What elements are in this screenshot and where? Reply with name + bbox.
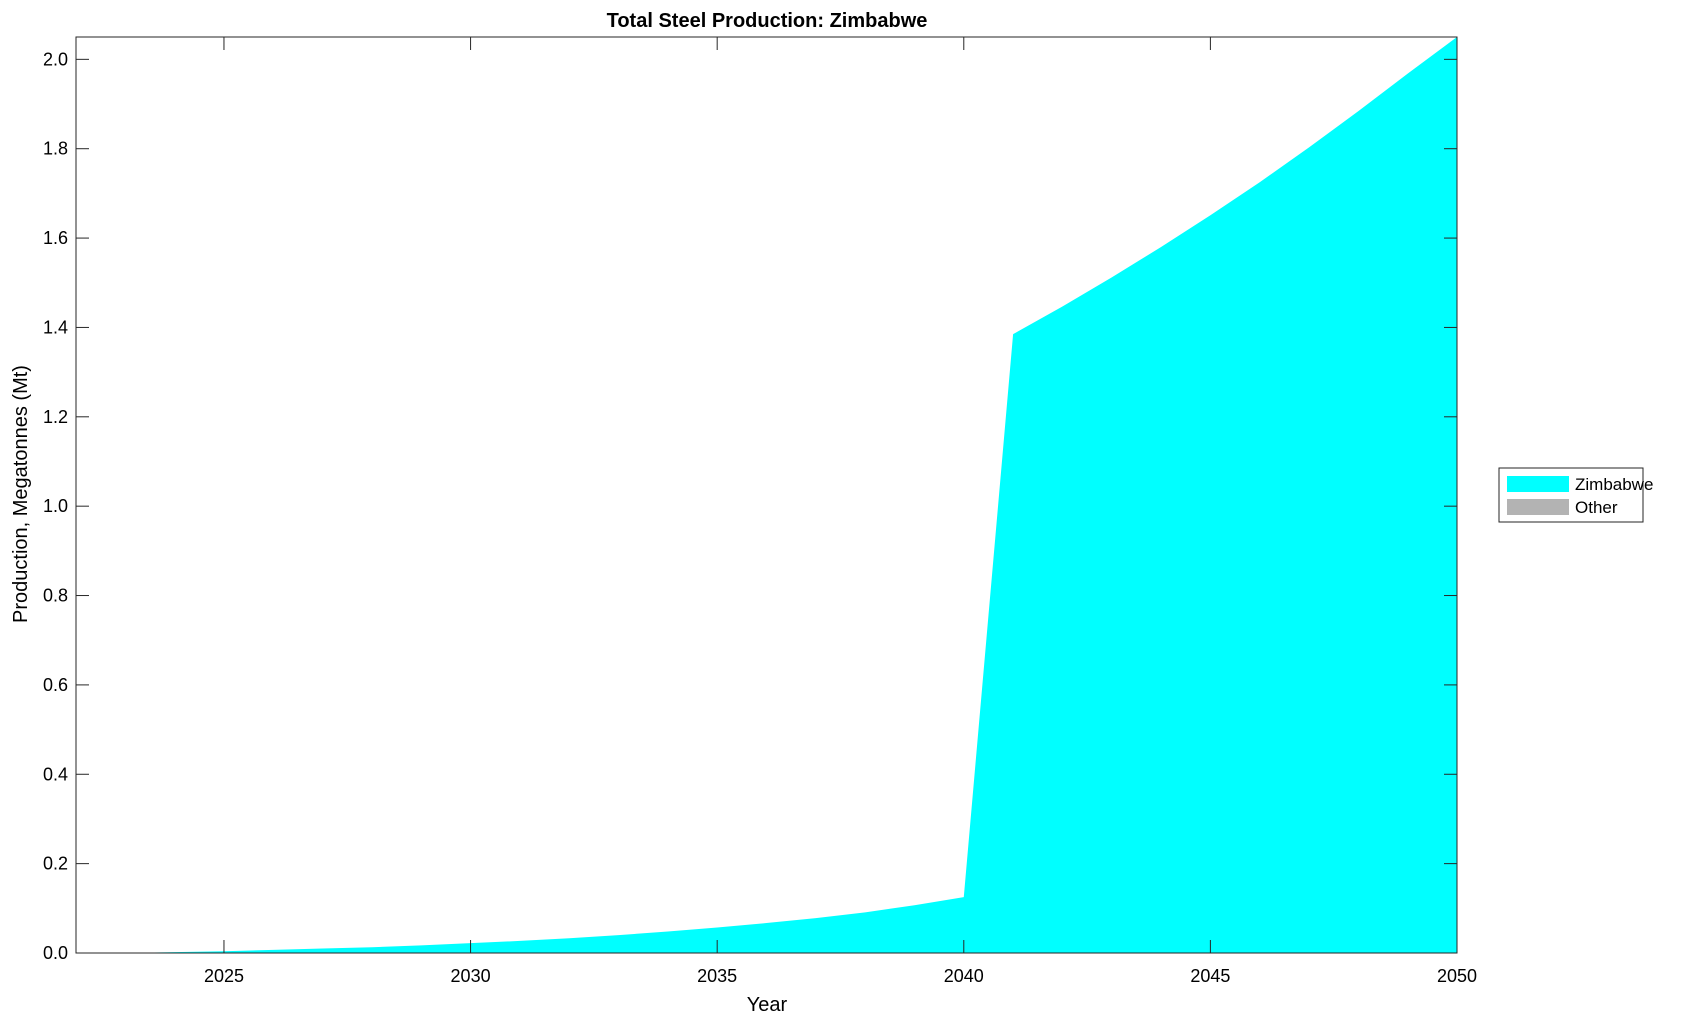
legend-label-zimbabwe: Zimbabwe — [1575, 475, 1653, 494]
axes: 2025 2030 2035 2040 2045 2050 0.0 0.2 0.4 0.6 0.8 1… — [43, 36, 1477, 986]
area-zimbabwe — [125, 37, 1458, 953]
y-tick-label: 2.0 — [43, 49, 68, 69]
y-axis-label: Production, Megatonnes (Mt) — [10, 365, 32, 623]
x-tick-label: 2045 — [1190, 966, 1230, 986]
x-tick-label: 2035 — [697, 966, 737, 986]
axes-box — [75, 36, 1458, 954]
y-tick-label: 1.8 — [43, 139, 68, 159]
y-tick-label: 1.6 — [43, 228, 68, 248]
x-tick-label: 2050 — [1437, 966, 1477, 986]
legend[interactable]: Zimbabwe Other — [1498, 467, 1653, 523]
y-tick-label: 0.0 — [43, 943, 68, 963]
plot-areas — [125, 37, 1458, 953]
y-tick-label: 1.4 — [43, 317, 68, 337]
y-tick-label: 0.8 — [43, 586, 68, 606]
chart-title: Total Steel Production: Zimbabwe — [607, 10, 928, 32]
y-tick-label: 0.6 — [43, 675, 68, 695]
legend-swatch-other — [1507, 499, 1569, 515]
legend-swatch-zimbabwe — [1507, 476, 1569, 492]
legend-label-other: Other — [1575, 498, 1618, 517]
y-tick-label: 1.0 — [43, 496, 68, 516]
x-tick-label: 2040 — [944, 966, 984, 986]
x-tick-label: 2025 — [204, 966, 244, 986]
y-tick-label: 0.4 — [43, 764, 68, 784]
x-axis-label: Year — [747, 994, 788, 1016]
y-tick-label: 0.2 — [43, 854, 68, 874]
y-tick-label: 1.2 — [43, 407, 68, 427]
x-tick-label: 2030 — [451, 966, 491, 986]
